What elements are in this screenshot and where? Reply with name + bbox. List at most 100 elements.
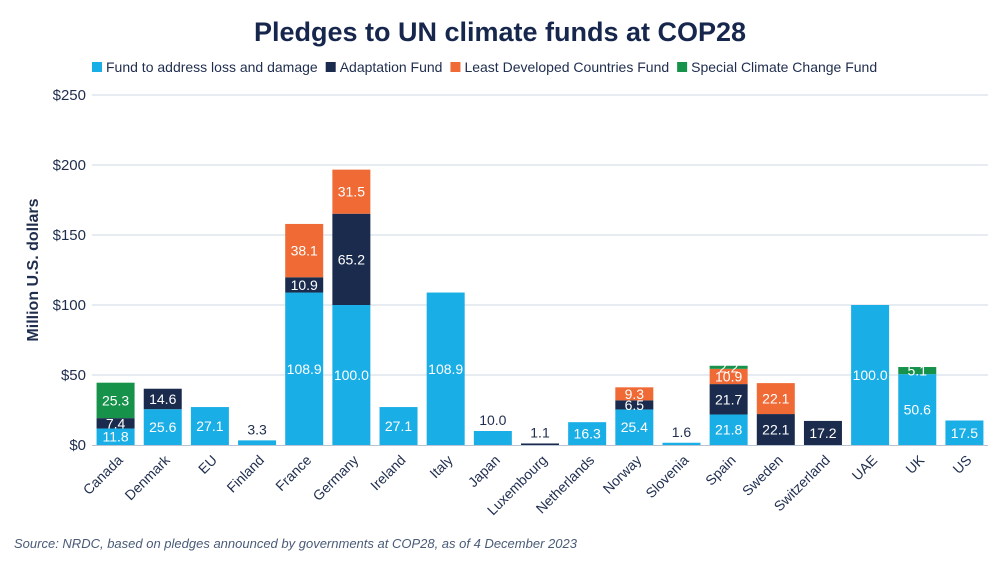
- data-label: 21.8: [715, 422, 742, 438]
- y-tick-label: $50: [61, 367, 86, 384]
- bar-italy-s0: [426, 292, 465, 445]
- legend-label-1: Adaptation Fund: [340, 59, 443, 75]
- data-label: 50.6: [904, 402, 931, 418]
- x-tick-label: Sweden: [739, 452, 786, 499]
- bar-spain-s2: [709, 368, 748, 385]
- data-label: 6.5: [625, 397, 645, 413]
- data-label: 27.1: [196, 418, 223, 434]
- data-label: 22.1: [762, 391, 789, 407]
- data-label: 17.2: [809, 425, 836, 441]
- x-tick-label: Japan: [465, 452, 503, 490]
- y-tick-label: $200: [53, 157, 86, 174]
- x-tick-label: Norway: [600, 452, 645, 497]
- x-tick-label: Denmark: [121, 451, 173, 503]
- bar-uk-s3: [898, 367, 937, 375]
- bar-spain-s0: [709, 414, 748, 445]
- y-tick-label: $0: [69, 437, 86, 454]
- data-label: 2.2: [719, 359, 739, 375]
- data-label: 108.9: [287, 361, 322, 377]
- data-label: 21.7: [715, 391, 742, 407]
- x-tick-label: UAE: [849, 452, 881, 484]
- bar-germany-s0: [332, 305, 371, 445]
- legend-swatch-3: [677, 62, 688, 72]
- data-label: 3.3: [247, 421, 267, 437]
- bar-france-s1: [285, 277, 324, 293]
- data-label: 22.1: [762, 422, 789, 438]
- data-label: 17.5: [951, 425, 978, 441]
- x-tick-label: EU: [195, 452, 220, 477]
- x-tick-label: Slovenia: [642, 452, 691, 501]
- data-label: 65.2: [338, 251, 365, 267]
- bar-germany-s2: [332, 169, 371, 214]
- bar-eu-s0: [190, 407, 229, 445]
- bar-canada-s1: [96, 418, 135, 429]
- y-tick-label: $100: [53, 297, 86, 314]
- x-tick-label: Italy: [426, 452, 455, 481]
- legend-label-2: Least Developed Countries Fund: [464, 59, 669, 75]
- data-label: 7.4: [106, 415, 126, 431]
- bar-luxembourg-s1: [521, 443, 559, 445]
- bar-france-s0: [285, 292, 324, 445]
- data-label: 9.3: [625, 386, 645, 402]
- y-tick-label: $150: [53, 227, 86, 244]
- x-tick-label: US: [949, 452, 974, 477]
- x-tick-label: Ireland: [367, 452, 409, 494]
- data-label: 10.9: [715, 368, 742, 384]
- x-tick-label: Germany: [309, 452, 361, 504]
- bar-denmark-s1: [143, 388, 182, 410]
- data-label: 25.4: [621, 419, 648, 435]
- bar-us-s0: [945, 420, 984, 445]
- bar-norway-s1: [615, 400, 654, 410]
- legend-label-0: Fund to address loss and damage: [106, 59, 318, 75]
- bar-uk-s0: [898, 374, 937, 445]
- data-label: 5.1: [908, 363, 928, 379]
- data-label: 108.9: [428, 361, 463, 377]
- x-tick-label: UK: [902, 451, 928, 477]
- data-label: 16.3: [574, 426, 601, 442]
- y-axis-label: Million U.S. dollars: [25, 198, 42, 341]
- y-tick-label: $250: [53, 87, 86, 104]
- data-label: 27.1: [385, 418, 412, 434]
- bar-sweden-s2: [756, 383, 795, 415]
- data-label: 25.3: [102, 392, 129, 408]
- data-label: 100.0: [853, 367, 888, 383]
- bar-norway-s0: [615, 409, 654, 445]
- bar-canada-s3: [96, 382, 135, 419]
- bar-uae-s0: [851, 305, 890, 445]
- data-label: 100.0: [334, 367, 369, 383]
- bar-spain-s1: [709, 384, 748, 415]
- legend-swatch-1: [325, 62, 336, 72]
- data-label: 1.6: [672, 424, 692, 440]
- data-label: 1.1: [530, 424, 550, 440]
- bar-japan-s0: [473, 431, 512, 445]
- bar-canada-s0: [96, 428, 135, 445]
- bar-netherlands-s0: [568, 422, 607, 445]
- bar-norway-s2: [615, 387, 654, 401]
- bar-germany-s1: [332, 213, 371, 305]
- data-label: 25.6: [149, 419, 176, 435]
- bar-slovenia-s0: [662, 442, 701, 445]
- x-tick-label: Canada: [80, 452, 126, 498]
- data-label: 14.6: [149, 391, 176, 407]
- bar-spain-s3: [709, 365, 748, 369]
- data-label: 10.9: [291, 277, 318, 293]
- source-note: Source: NRDC, based on pledges announced…: [14, 536, 577, 551]
- x-tick-label: Finland: [223, 452, 267, 496]
- bar-finland-s0: [238, 440, 277, 445]
- data-label: 11.8: [102, 429, 128, 445]
- x-tick-label: Spain: [702, 452, 739, 489]
- legend-swatch-2: [450, 62, 461, 72]
- bar-france-s2: [285, 223, 324, 278]
- legend-swatch-0: [92, 62, 102, 72]
- bar-switzerland-s1: [803, 420, 842, 445]
- bar-denmark-s0: [143, 409, 182, 445]
- data-label: 31.5: [338, 184, 365, 200]
- bar-sweden-s1: [756, 414, 795, 445]
- bar-ireland-s0: [379, 407, 418, 445]
- legend-label-3: Special Climate Change Fund: [691, 59, 877, 75]
- data-label: 10.0: [479, 412, 506, 428]
- chart-title: Pledges to UN climate funds at COP28: [254, 17, 746, 47]
- x-tick-label: France: [272, 452, 314, 494]
- data-label: 38.1: [291, 243, 318, 259]
